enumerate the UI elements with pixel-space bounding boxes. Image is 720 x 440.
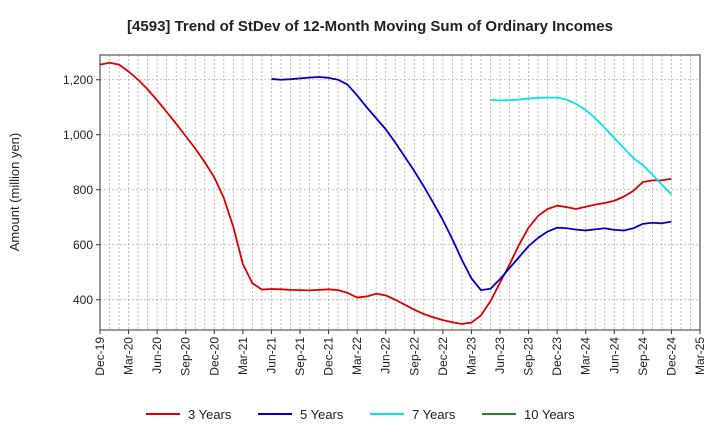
y-axis-ticks: 400 600 800 1,000 1,200 xyxy=(63,73,100,307)
x-tick-label: Jun-24 xyxy=(607,337,621,374)
y-tick-label: 400 xyxy=(73,293,93,307)
x-tick-label: Mar-24 xyxy=(579,337,593,375)
legend: 3 Years 5 Years 7 Years 10 Years xyxy=(146,407,575,422)
x-tick-label: Dec-21 xyxy=(322,337,336,376)
legend-label: 5 Years xyxy=(300,407,344,422)
x-tick-label: Mar-23 xyxy=(464,337,478,375)
x-tick-label: Sep-24 xyxy=(636,337,650,376)
y-tick-label: 600 xyxy=(73,238,93,252)
x-tick-label: Jun-22 xyxy=(379,337,393,374)
x-tick-label: Mar-22 xyxy=(350,337,364,375)
x-tick-label: Jun-21 xyxy=(264,337,278,374)
x-tick-label: Jun-20 xyxy=(150,337,164,374)
x-tick-label: Sep-21 xyxy=(293,337,307,376)
y-tick-label: 1,200 xyxy=(63,73,93,87)
x-tick-label: Dec-19 xyxy=(93,337,107,376)
x-tick-label: Sep-22 xyxy=(407,337,421,376)
legend-label: 3 Years xyxy=(188,407,232,422)
x-tick-label: Sep-23 xyxy=(522,337,536,376)
x-axis-ticks: Dec-19 Mar-20 Jun-20 Sep-20 Dec-20 Mar-21 Jun-… xyxy=(93,330,707,376)
x-tick-label: Dec-22 xyxy=(436,337,450,376)
x-tick-label: Mar-20 xyxy=(122,337,136,375)
y-axis-label: Amount (million yen) xyxy=(7,133,22,252)
series-line xyxy=(271,76,672,292)
y-tick-label: 800 xyxy=(73,183,93,197)
series-line xyxy=(99,61,672,325)
x-tick-label: Mar-25 xyxy=(693,337,707,375)
y-tick-label: 1,000 xyxy=(63,128,93,142)
legend-label: 10 Years xyxy=(524,407,575,422)
plot-frame xyxy=(99,54,701,331)
chart-title: [4593] Trend of StDev of 12-Month Moving… xyxy=(127,18,613,35)
x-tick-label: Dec-20 xyxy=(207,337,221,376)
grid xyxy=(100,55,700,330)
x-tick-label: Jun-23 xyxy=(493,337,507,374)
legend-label: 7 Years xyxy=(412,407,456,422)
x-tick-label: Dec-24 xyxy=(664,337,678,376)
series-lines xyxy=(99,61,673,325)
series-line xyxy=(490,96,673,196)
x-tick-label: Sep-20 xyxy=(179,337,193,376)
x-tick-label: Mar-21 xyxy=(236,337,250,375)
x-tick-label: Dec-23 xyxy=(550,337,564,376)
